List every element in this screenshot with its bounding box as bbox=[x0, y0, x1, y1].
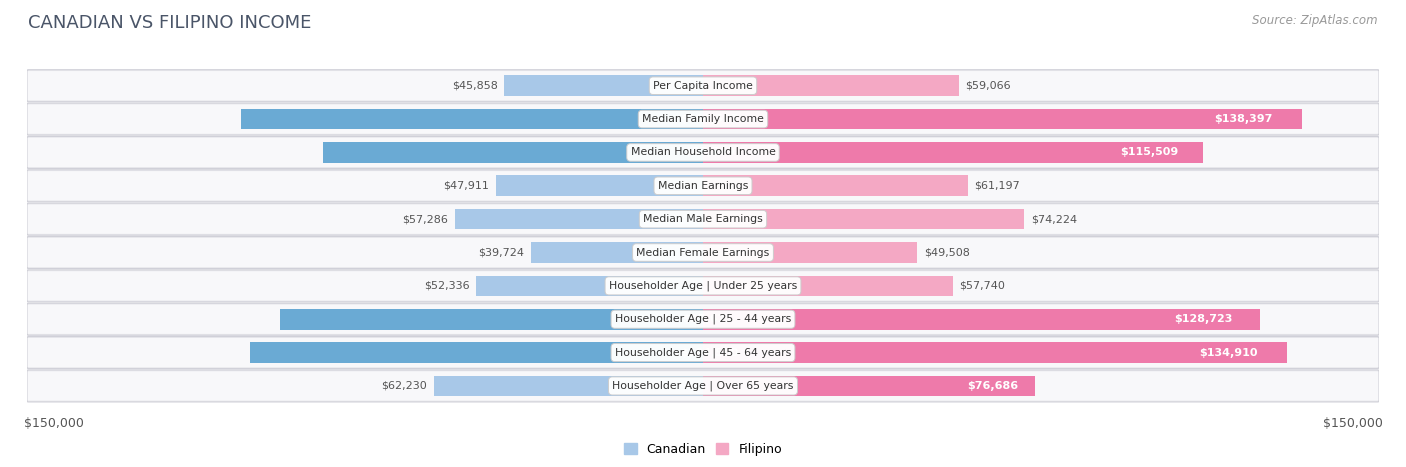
Bar bbox=[703, 209, 1025, 229]
FancyBboxPatch shape bbox=[28, 371, 1378, 401]
Text: $115,509: $115,509 bbox=[1119, 148, 1178, 157]
Text: Per Capita Income: Per Capita Income bbox=[652, 81, 754, 91]
Text: Householder Age | Over 65 years: Householder Age | Over 65 years bbox=[612, 381, 794, 391]
Text: $87,769: $87,769 bbox=[683, 148, 735, 157]
Bar bbox=[456, 209, 703, 229]
Bar bbox=[703, 176, 967, 196]
Bar bbox=[703, 375, 1035, 396]
FancyBboxPatch shape bbox=[28, 203, 1378, 235]
Text: Median Male Earnings: Median Male Earnings bbox=[643, 214, 763, 224]
Text: $57,740: $57,740 bbox=[959, 281, 1005, 291]
FancyBboxPatch shape bbox=[28, 170, 1378, 202]
Text: Median Earnings: Median Earnings bbox=[658, 181, 748, 191]
FancyBboxPatch shape bbox=[28, 238, 1378, 267]
FancyBboxPatch shape bbox=[28, 71, 1378, 100]
Bar bbox=[703, 342, 1286, 363]
Bar bbox=[703, 109, 1302, 129]
Bar bbox=[250, 342, 703, 363]
Bar bbox=[531, 242, 703, 263]
Text: $104,560: $104,560 bbox=[681, 347, 738, 358]
Text: $49,508: $49,508 bbox=[924, 248, 970, 257]
FancyBboxPatch shape bbox=[28, 270, 1378, 302]
Text: $128,723: $128,723 bbox=[1174, 314, 1233, 324]
Text: Median Family Income: Median Family Income bbox=[643, 114, 763, 124]
Bar bbox=[703, 75, 959, 96]
Text: $138,397: $138,397 bbox=[1213, 114, 1272, 124]
FancyBboxPatch shape bbox=[28, 370, 1378, 402]
Bar bbox=[242, 109, 703, 129]
Bar bbox=[703, 309, 1260, 330]
FancyBboxPatch shape bbox=[28, 70, 1378, 102]
Text: $62,230: $62,230 bbox=[381, 381, 427, 391]
FancyBboxPatch shape bbox=[28, 138, 1378, 167]
FancyBboxPatch shape bbox=[28, 338, 1378, 367]
FancyBboxPatch shape bbox=[28, 304, 1378, 334]
Text: Median Household Income: Median Household Income bbox=[630, 148, 776, 157]
Text: $106,597: $106,597 bbox=[681, 114, 738, 124]
FancyBboxPatch shape bbox=[28, 171, 1378, 200]
Text: $57,286: $57,286 bbox=[402, 214, 449, 224]
Text: $52,336: $52,336 bbox=[425, 281, 470, 291]
Text: $76,686: $76,686 bbox=[967, 381, 1018, 391]
Text: Householder Age | 25 - 44 years: Householder Age | 25 - 44 years bbox=[614, 314, 792, 325]
Text: Source: ZipAtlas.com: Source: ZipAtlas.com bbox=[1253, 14, 1378, 27]
Bar bbox=[505, 75, 703, 96]
Bar bbox=[703, 242, 917, 263]
FancyBboxPatch shape bbox=[28, 205, 1378, 234]
FancyBboxPatch shape bbox=[28, 136, 1378, 169]
Text: $74,224: $74,224 bbox=[1031, 214, 1077, 224]
FancyBboxPatch shape bbox=[28, 236, 1378, 269]
FancyBboxPatch shape bbox=[28, 103, 1378, 135]
Text: Householder Age | Under 25 years: Householder Age | Under 25 years bbox=[609, 281, 797, 291]
Text: $97,625: $97,625 bbox=[682, 314, 733, 324]
Bar bbox=[703, 276, 953, 296]
Text: Median Female Earnings: Median Female Earnings bbox=[637, 248, 769, 257]
Text: $47,911: $47,911 bbox=[443, 181, 489, 191]
Legend: Canadian, Filipino: Canadian, Filipino bbox=[619, 438, 787, 461]
Bar bbox=[280, 309, 703, 330]
Text: $45,858: $45,858 bbox=[453, 81, 498, 91]
Text: Householder Age | 45 - 64 years: Householder Age | 45 - 64 years bbox=[614, 347, 792, 358]
Bar bbox=[323, 142, 703, 163]
Bar bbox=[703, 142, 1204, 163]
Text: $134,910: $134,910 bbox=[1199, 347, 1258, 358]
Text: $39,724: $39,724 bbox=[478, 248, 524, 257]
Bar bbox=[433, 375, 703, 396]
Text: $61,197: $61,197 bbox=[974, 181, 1021, 191]
Bar bbox=[495, 176, 703, 196]
FancyBboxPatch shape bbox=[28, 303, 1378, 335]
FancyBboxPatch shape bbox=[28, 271, 1378, 301]
FancyBboxPatch shape bbox=[28, 337, 1378, 368]
FancyBboxPatch shape bbox=[28, 105, 1378, 134]
Bar bbox=[477, 276, 703, 296]
Text: $59,066: $59,066 bbox=[966, 81, 1011, 91]
Text: CANADIAN VS FILIPINO INCOME: CANADIAN VS FILIPINO INCOME bbox=[28, 14, 312, 32]
